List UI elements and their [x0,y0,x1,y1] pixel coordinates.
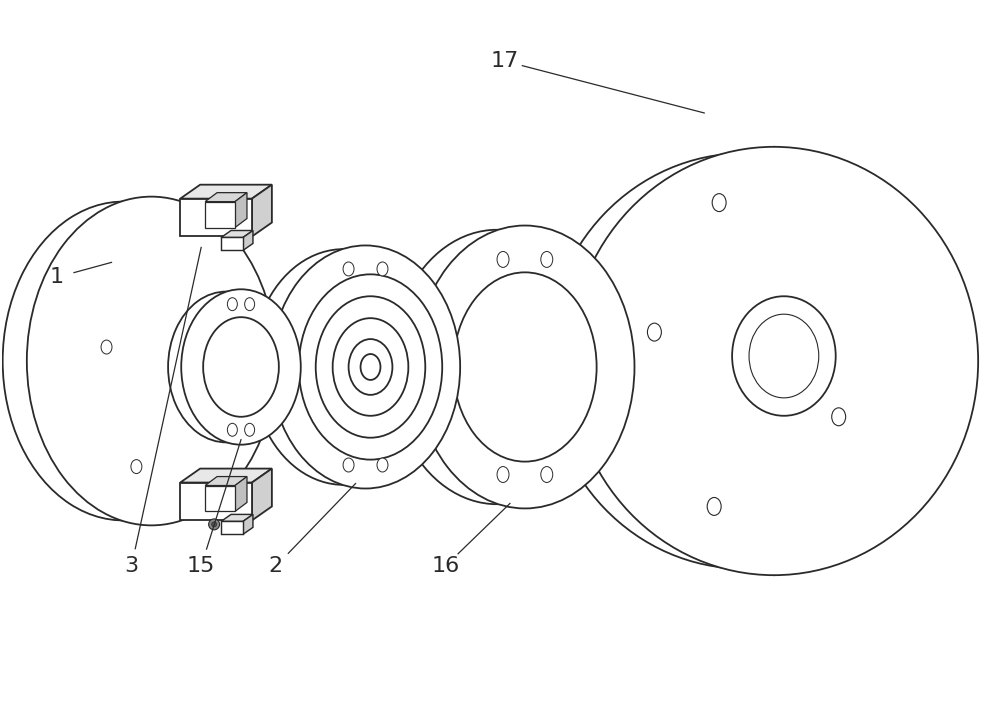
Ellipse shape [101,340,112,354]
Ellipse shape [245,297,255,310]
Polygon shape [205,193,247,201]
Polygon shape [205,201,235,227]
Ellipse shape [271,245,460,489]
Polygon shape [235,477,247,511]
Polygon shape [235,193,247,227]
Polygon shape [205,477,247,485]
Ellipse shape [497,466,509,482]
Ellipse shape [209,519,220,530]
Ellipse shape [377,458,388,472]
Ellipse shape [570,147,978,575]
Ellipse shape [227,423,237,436]
Ellipse shape [343,262,354,276]
Ellipse shape [227,297,237,310]
Ellipse shape [299,274,442,460]
Text: 3: 3 [124,556,138,576]
Ellipse shape [181,290,301,445]
Ellipse shape [377,262,388,276]
Ellipse shape [453,272,597,461]
Polygon shape [221,514,253,521]
Polygon shape [252,185,272,237]
Ellipse shape [316,296,425,438]
Polygon shape [243,514,253,534]
Text: 16: 16 [431,556,459,576]
Ellipse shape [131,460,142,474]
Polygon shape [221,230,253,238]
Polygon shape [243,230,253,251]
Ellipse shape [497,251,509,267]
Ellipse shape [541,466,553,482]
Ellipse shape [415,225,634,508]
Ellipse shape [647,323,661,341]
Text: 15: 15 [187,556,215,576]
Polygon shape [180,199,252,237]
Text: 1: 1 [50,267,64,287]
Ellipse shape [27,196,276,526]
Ellipse shape [541,251,553,267]
Polygon shape [180,469,272,482]
Ellipse shape [343,458,354,472]
Ellipse shape [712,193,726,212]
Ellipse shape [732,296,836,416]
Polygon shape [221,521,243,534]
Ellipse shape [707,497,721,516]
Ellipse shape [832,408,846,426]
Ellipse shape [333,318,408,416]
Ellipse shape [212,522,217,527]
Text: 17: 17 [491,51,519,71]
Ellipse shape [349,339,392,395]
Polygon shape [180,185,272,199]
Polygon shape [221,238,243,251]
Text: 2: 2 [269,556,283,576]
Polygon shape [205,485,235,511]
Ellipse shape [203,317,279,417]
Polygon shape [252,469,272,521]
Ellipse shape [361,354,380,380]
Polygon shape [180,482,252,521]
Ellipse shape [245,423,255,436]
